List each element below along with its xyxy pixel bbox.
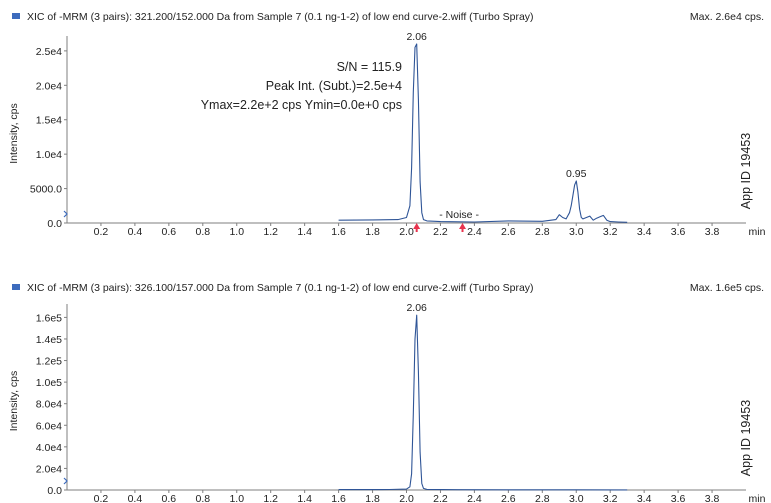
- x-tick-label: 1.6: [331, 493, 346, 503]
- x-tick-label: 3.4: [637, 226, 652, 238]
- x-tick-label: 2.4: [467, 493, 482, 503]
- x-tick-label: 0.2: [94, 226, 109, 238]
- chart-title: XIC of -MRM (3 pairs): 326.100/157.000 D…: [27, 282, 534, 294]
- y-tick-label: 0.0: [47, 485, 62, 497]
- chart-title: XIC of -MRM (3 pairs): 321.200/152.000 D…: [27, 11, 534, 23]
- y-tick-label: 0.0: [47, 218, 62, 230]
- x-tick-label: 1.4: [297, 226, 312, 238]
- x-tick-label: 1.6: [331, 226, 346, 238]
- x-tick-label: 3.0: [569, 226, 584, 238]
- x-tick-label: 0.6: [162, 226, 177, 238]
- y-tick-label: 2.0e4: [36, 80, 62, 92]
- x-tick-label: 2.2: [433, 493, 448, 503]
- y-axis-label: Intensity, cps: [8, 103, 20, 164]
- x-tick-label: 3.6: [671, 493, 686, 503]
- x-tick-label: 2.6: [501, 226, 516, 238]
- x-tick-label: 2.0: [399, 226, 414, 238]
- y-tick-label: 8.0e4: [36, 399, 62, 411]
- x-tick-label: 1.0: [229, 226, 244, 238]
- x-axis-label: min: [749, 226, 766, 238]
- peak-label: 2.06: [406, 302, 427, 314]
- x-tick-label: 0.4: [128, 493, 143, 503]
- y-tick-label: 2.5e4: [36, 46, 62, 58]
- x-tick-label: 3.2: [603, 226, 618, 238]
- x-tick-label: 0.8: [195, 226, 210, 238]
- legend-swatch: [12, 284, 20, 290]
- chart-panel-2: XIC of -MRM (3 pairs): 326.100/157.000 D…: [8, 282, 766, 503]
- x-tick-label: 3.4: [637, 493, 652, 503]
- x-tick-label: 2.2: [433, 226, 448, 238]
- y-tick-label: 2.0e4: [36, 463, 62, 475]
- y-tick-label: 1.5e4: [36, 115, 62, 127]
- x-axis-label: min: [749, 493, 766, 503]
- peak-annotation: Peak Int. (Subt.)=2.5e+4: [266, 79, 402, 93]
- chart-panel-1: XIC of -MRM (3 pairs): 321.200/152.000 D…: [8, 11, 766, 238]
- y-tick-label: 1.4e5: [36, 334, 62, 346]
- peak-label: 2.06: [406, 31, 427, 43]
- peak-annotation: Ymax=2.2e+2 cps Ymin=0.0e+0 cps: [201, 98, 402, 112]
- x-tick-label: 1.2: [263, 493, 278, 503]
- x-tick-label: 0.2: [94, 493, 109, 503]
- legend-swatch: [12, 13, 20, 19]
- y-tick-label: 1.0e4: [36, 149, 62, 161]
- y-tick-label: 1.2e5: [36, 356, 62, 368]
- x-tick-label: 1.8: [365, 226, 380, 238]
- max-intensity-label: Max. 1.6e5 cps.: [690, 282, 764, 294]
- x-tick-label: 2.4: [467, 226, 482, 238]
- x-tick-label: 3.2: [603, 493, 618, 503]
- y-tick-label: 1.0e5: [36, 377, 62, 389]
- series-trace-1: [338, 314, 628, 491]
- series-trace-1: [338, 43, 628, 223]
- x-tick-label: 3.8: [705, 493, 720, 503]
- noise-label: - Noise -: [439, 209, 479, 221]
- x-tick-label: 0.6: [162, 493, 177, 503]
- x-tick-label: 3.6: [671, 226, 686, 238]
- axis-origin-icon: [63, 477, 68, 485]
- x-tick-label: 1.2: [263, 226, 278, 238]
- x-tick-label: 3.8: [705, 226, 720, 238]
- max-intensity-label: Max. 2.6e4 cps.: [690, 11, 764, 23]
- peak-label: 0.95: [566, 168, 587, 180]
- y-axis-label: Intensity, cps: [8, 371, 20, 432]
- y-tick-label: 6.0e4: [36, 420, 62, 432]
- y-tick-label: 5000.0: [30, 184, 62, 196]
- x-tick-label: 1.8: [365, 493, 380, 503]
- axis-origin-icon: [63, 210, 68, 218]
- x-tick-label: 2.8: [535, 226, 550, 238]
- x-tick-label: 2.8: [535, 493, 550, 503]
- app-id-label: App ID 19453: [739, 133, 753, 209]
- x-tick-label: 0.4: [128, 226, 143, 238]
- x-tick-label: 2.6: [501, 493, 516, 503]
- y-tick-label: 1.6e5: [36, 312, 62, 324]
- y-tick-label: 4.0e4: [36, 442, 62, 454]
- x-tick-label: 0.8: [195, 493, 210, 503]
- x-tick-label: 3.0: [569, 493, 584, 503]
- x-tick-label: 1.4: [297, 493, 312, 503]
- peak-annotation: S/N = 115.9: [337, 60, 402, 74]
- app-id-label: App ID 19453: [739, 400, 753, 476]
- x-tick-label: 2.0: [399, 493, 414, 503]
- x-tick-label: 1.0: [229, 493, 244, 503]
